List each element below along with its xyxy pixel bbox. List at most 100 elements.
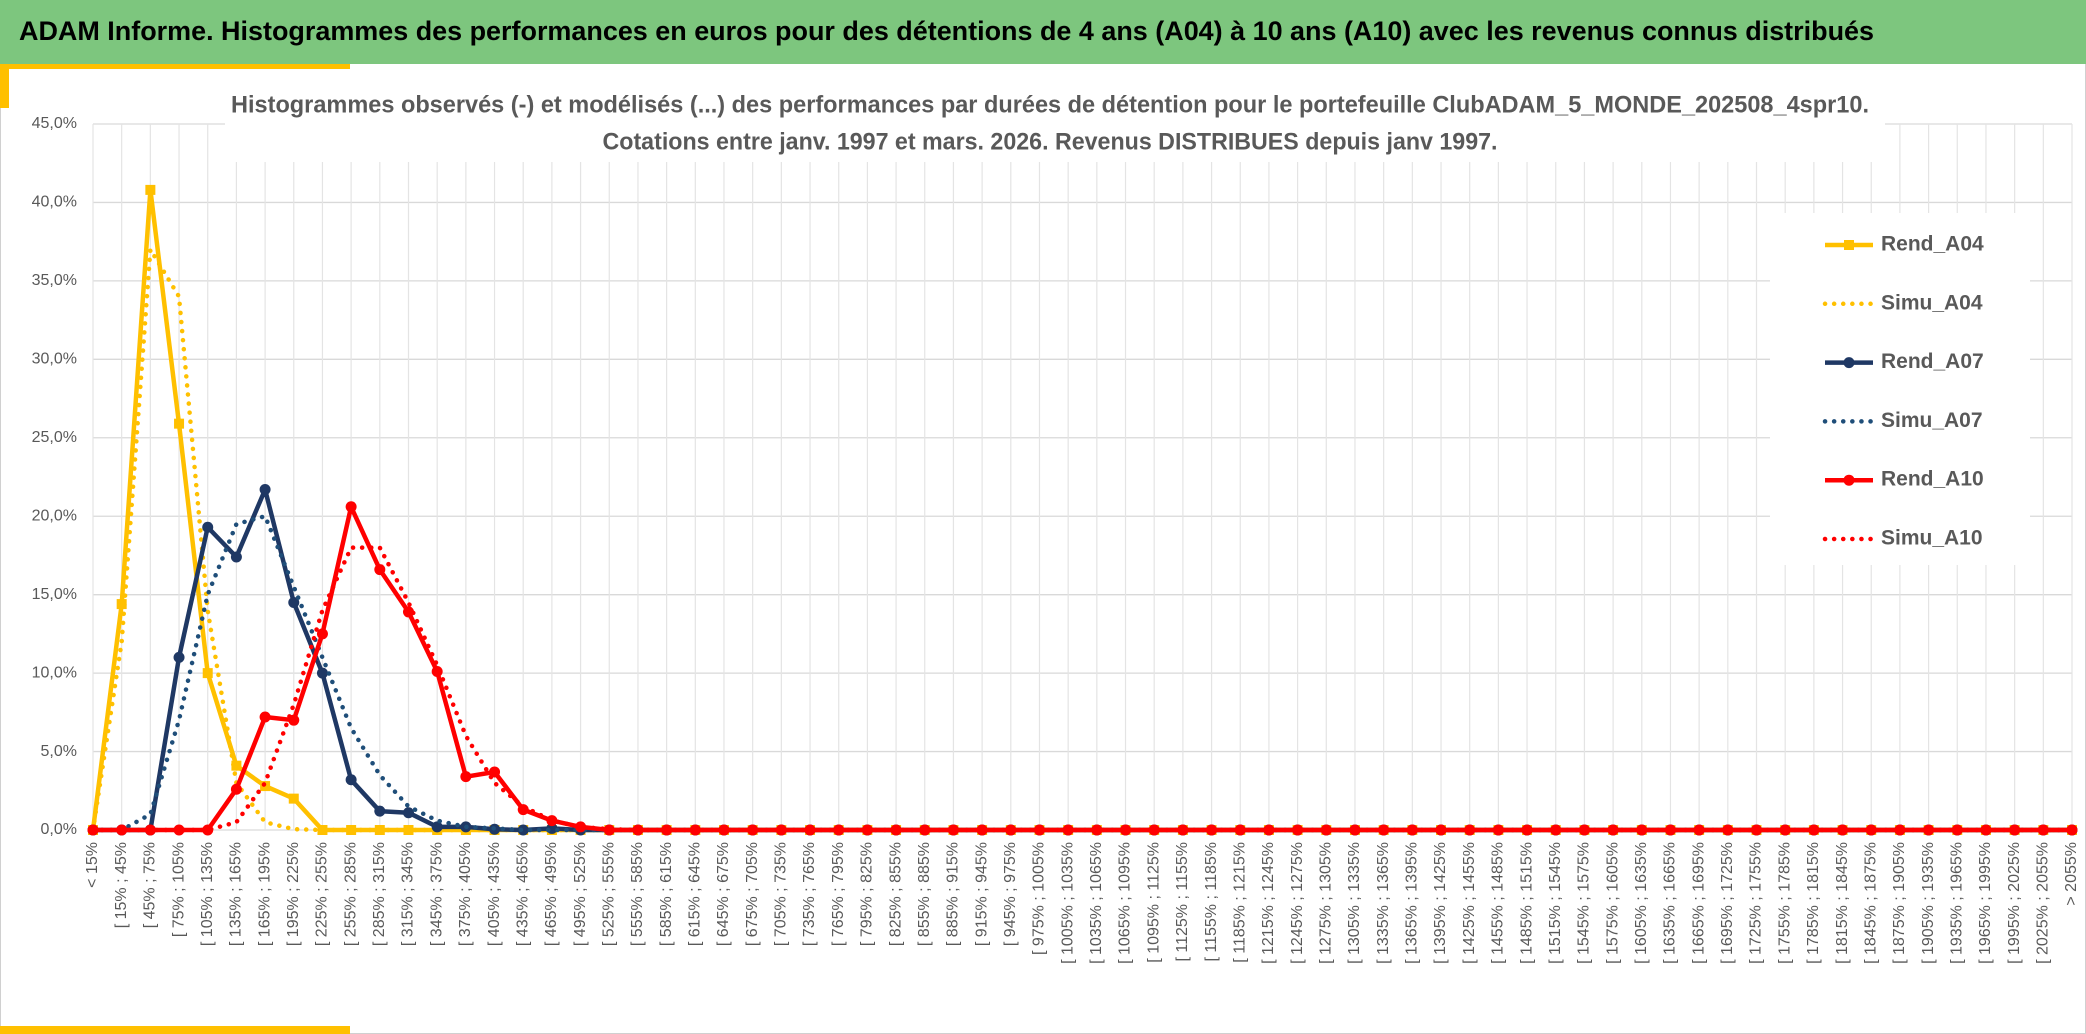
x-tick-label: [ 1845% ; 1875% [1862,842,1879,964]
legend-marker [1843,474,1855,486]
accent [0,1026,350,1034]
marker [230,551,242,563]
marker [718,824,730,836]
x-tick-label: [ 1035% ; 1065% [1088,842,1105,964]
chart-title: Histogrammes observés (-) et modélisés (… [231,91,1869,118]
x-tick-label: [ 1005% ; 1035% [1059,842,1076,964]
x-tick-label: [ 1365% ; 1395% [1404,842,1421,964]
marker [431,821,443,833]
marker [173,824,185,836]
x-tick-label: [ 1635% ; 1665% [1662,842,1679,964]
header-band [0,0,2086,64]
legend-marker [1844,240,1854,250]
accent [0,64,350,69]
marker [202,668,213,679]
x-tick-label: [ 165% ; 195% [256,842,273,946]
marker [1091,824,1103,836]
x-tick-label: [ 135% ; 165% [228,842,245,946]
marker [489,766,501,778]
x-tick-label: [ 1965% ; 1995% [1977,842,1994,964]
x-tick-label: [ 405% ; 435% [486,842,503,946]
marker [575,821,587,833]
marker [460,771,472,783]
marker [288,793,299,804]
marker [145,184,156,195]
marker [259,484,271,496]
y-tick-label: 10,0% [32,664,77,681]
x-tick-label: [ 555% ; 585% [629,842,646,946]
plot: 0,0% 5,0% 10,0% 15,0% 20,0% 25,0% 30,0% 35,0% 40… [32,115,2081,964]
x-tick-label: [ 375% ; 405% [457,842,474,946]
x-tick-label: [ 915% ; 945% [973,842,990,946]
marker [1894,824,1906,836]
header-title: ADAM Informe. Histogrammes des performan… [19,16,1874,46]
x-tick-label: [ 75% ; 105% [170,842,187,937]
x-tick-label: [ 585% ; 615% [658,842,675,946]
x-tick-label: [ 1065% ; 1095% [1117,842,1134,964]
marker [374,564,386,576]
marker [919,824,931,836]
x-tick-label: [ 1755% ; 1785% [1776,842,1793,964]
x-tick-label: [ 615% ; 645% [687,842,704,946]
x-tick-label: [ 345% ; 375% [428,842,445,946]
legend-label: Simu_A07 [1881,409,1983,432]
marker [947,824,959,836]
marker [1148,824,1160,836]
y-tick-label: 0,0% [41,821,77,838]
x-tick-label: [ 1335% ; 1365% [1375,842,1392,964]
marker [1521,824,1533,836]
marker [890,824,902,836]
marker [174,418,185,429]
x-tick-label: [ 465% ; 495% [543,842,560,946]
marker [316,667,328,679]
legend-marker [1843,357,1855,369]
marker [747,824,759,836]
x-tick-label: [ 1125% ; 1155% [1174,842,1191,962]
x-tick-label: [ 1395% ; 1425% [1432,842,1449,964]
marker [345,774,357,786]
marker [2066,824,2078,836]
y-tick-label: 30,0% [32,351,77,368]
marker [345,501,357,513]
y-tick-label: 45,0% [32,115,77,132]
x-tick-label: [ 855% ; 885% [916,842,933,946]
x-tick-label: [ 1215% ; 1245% [1260,842,1277,964]
x-tick-label: > 2055% [2063,842,2080,906]
x-tick-label: [ 1815% ; 1845% [1834,842,1851,964]
marker [1492,824,1504,836]
marker [202,521,214,533]
marker [1923,824,1935,836]
x-tick-label: [ 1455% ; 1485% [1490,842,1507,964]
marker [144,824,156,836]
x-tick-label: [ 645% ; 675% [715,842,732,946]
marker [1464,824,1476,836]
marker [1837,824,1849,836]
marker [374,805,386,817]
x-tick-label: [ 825% ; 855% [887,842,904,946]
x-tick-label: [ 705% ; 735% [773,842,790,946]
y-tick-label: 20,0% [32,507,77,524]
x-tick-label: [ 1515% ; 1545% [1547,842,1564,964]
x-tick-label: [ 45% ; 75% [142,842,159,928]
x-tick-label: [ 255% ; 285% [342,842,359,946]
x-tick-label: [ 675% ; 705% [744,842,761,946]
marker [116,599,127,610]
legend-label: Rend_A07 [1881,350,1984,373]
marker [259,711,271,723]
x-tick-label: [ 2025% ; 2055% [2035,842,2052,964]
legend-label: Rend_A10 [1881,468,1984,491]
legend-label: Simu_A10 [1881,527,1983,550]
marker [1120,824,1132,836]
x-tick-label: [ 1665% ; 1695% [1690,842,1707,964]
marker [316,628,328,640]
y-tick-label: 15,0% [32,586,77,603]
x-tick-label: [ 1095% ; 1125% [1145,842,1162,963]
x-tick-label: [ 1935% ; 1965% [1948,842,1965,964]
x-tick-label: [ 795% ; 825% [859,842,876,946]
x-tick-label: [ 1725% ; 1755% [1748,842,1765,964]
marker [2037,824,2049,836]
x-tick-label: [ 885% ; 915% [945,842,962,946]
chart-subtitle: Cotations entre janv. 1997 et mars. 2026… [603,128,1498,155]
marker [173,651,185,663]
x-tick-label: [ 975% ; 1005% [1031,842,1048,955]
